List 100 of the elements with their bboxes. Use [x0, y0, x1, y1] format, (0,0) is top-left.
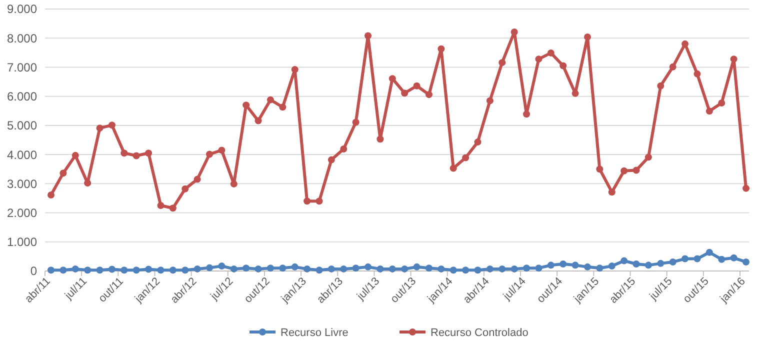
point	[304, 265, 311, 272]
point	[340, 265, 348, 272]
point	[254, 117, 262, 124]
point	[72, 152, 79, 159]
point	[620, 167, 628, 174]
point	[84, 180, 92, 187]
point	[510, 28, 518, 36]
point	[438, 45, 445, 52]
point	[486, 265, 494, 272]
point	[388, 75, 396, 82]
point	[401, 90, 408, 97]
y-tick-label: 5.000	[6, 118, 38, 133]
point	[632, 260, 640, 268]
point	[84, 266, 92, 274]
y-tick-label: 1.000	[6, 235, 38, 250]
point	[560, 260, 567, 268]
point	[584, 263, 591, 270]
point	[718, 100, 726, 107]
y-tick-label: 4.000	[6, 148, 38, 162]
point	[206, 150, 214, 158]
point	[194, 265, 201, 272]
point	[632, 166, 640, 174]
point	[316, 266, 323, 274]
point	[157, 202, 164, 209]
y-tick-label: 3.000	[6, 176, 38, 191]
point	[560, 62, 567, 70]
point	[413, 263, 420, 270]
point	[425, 264, 432, 272]
y-tick-label: 6.000	[6, 90, 38, 104]
point	[584, 33, 591, 40]
point	[535, 264, 542, 272]
point	[72, 265, 79, 272]
point	[328, 156, 335, 164]
point	[682, 40, 689, 48]
point	[596, 264, 604, 272]
point	[462, 266, 470, 274]
y-tick-label: 7.000	[6, 60, 38, 74]
point	[169, 204, 176, 212]
point	[266, 96, 274, 104]
point	[474, 138, 482, 146]
point	[291, 263, 298, 270]
point	[657, 82, 664, 90]
point	[706, 108, 713, 115]
point	[572, 262, 579, 269]
point	[608, 188, 616, 196]
point	[60, 266, 67, 274]
point	[364, 32, 372, 40]
point	[730, 254, 738, 262]
point	[657, 260, 664, 267]
point	[230, 180, 238, 188]
point	[242, 264, 250, 272]
point	[291, 66, 298, 74]
y-tick-label: 8.000	[6, 31, 38, 46]
point	[644, 154, 652, 161]
point	[669, 63, 676, 70]
y-tick-label: 2.000	[6, 206, 38, 220]
point	[48, 266, 54, 274]
point	[425, 91, 432, 98]
point	[669, 258, 676, 266]
point	[266, 264, 274, 272]
point	[523, 264, 530, 272]
point	[340, 146, 348, 153]
point	[120, 150, 128, 157]
point	[96, 266, 104, 274]
point	[547, 49, 554, 56]
point	[438, 265, 445, 272]
point	[474, 266, 482, 274]
point	[682, 255, 689, 262]
legend-label: Recurso Controlado	[430, 326, 528, 339]
point	[279, 104, 286, 111]
point	[462, 154, 470, 162]
point	[413, 82, 420, 90]
point	[48, 192, 54, 199]
point	[364, 263, 372, 270]
point	[376, 136, 384, 143]
point	[194, 176, 201, 183]
point	[328, 265, 335, 272]
point	[730, 56, 738, 63]
point	[718, 256, 726, 263]
point	[498, 265, 506, 272]
point	[644, 262, 652, 269]
point	[486, 97, 494, 104]
point	[510, 265, 518, 272]
point	[132, 266, 140, 274]
point	[694, 255, 701, 262]
point	[182, 266, 189, 274]
point	[535, 56, 542, 63]
point	[547, 262, 554, 269]
y-tick-label: 0	[30, 264, 38, 278]
point	[108, 122, 116, 129]
point	[242, 102, 250, 109]
point	[450, 164, 457, 172]
y-tick-label: 9.000	[6, 2, 38, 16]
point	[96, 124, 104, 132]
point	[145, 150, 152, 157]
point	[108, 266, 116, 273]
legend-label: Recurso Livre	[280, 326, 348, 339]
point	[182, 185, 189, 192]
point	[523, 110, 530, 118]
point	[157, 266, 164, 274]
